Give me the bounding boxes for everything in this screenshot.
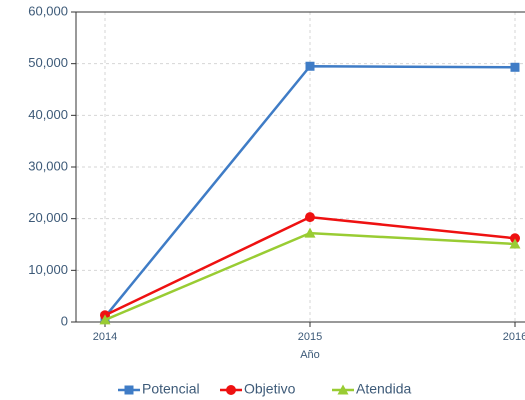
marker	[510, 233, 520, 244]
marker	[304, 227, 316, 238]
y-tick-label: 40,000	[28, 107, 68, 122]
marker	[305, 212, 315, 223]
plot-frame	[75, 11, 525, 323]
x-tick-label: 2015	[298, 331, 322, 343]
marker	[99, 314, 111, 325]
legend-marker	[337, 384, 349, 395]
x-axis-label: Año	[300, 349, 320, 361]
marker	[509, 238, 521, 249]
legend-label: Atendida	[356, 381, 411, 397]
marker	[305, 61, 315, 71]
x-tick-label: 2016	[503, 331, 525, 343]
y-tick-label: 30,000	[28, 158, 68, 173]
legend-marker	[226, 385, 236, 395]
marker	[510, 62, 520, 72]
legend-label: Potencial	[142, 381, 200, 397]
y-tick-label: 0	[61, 313, 68, 328]
legend-label: Objetivo	[244, 381, 296, 397]
y-tick-label: 50,000	[28, 55, 68, 70]
legend-marker	[124, 385, 134, 395]
x-tick-label: 2014	[93, 331, 117, 343]
y-tick-label: 20,000	[28, 210, 68, 225]
y-tick-label: 60,000	[28, 3, 68, 18]
y-tick-label: 10,000	[28, 262, 68, 277]
